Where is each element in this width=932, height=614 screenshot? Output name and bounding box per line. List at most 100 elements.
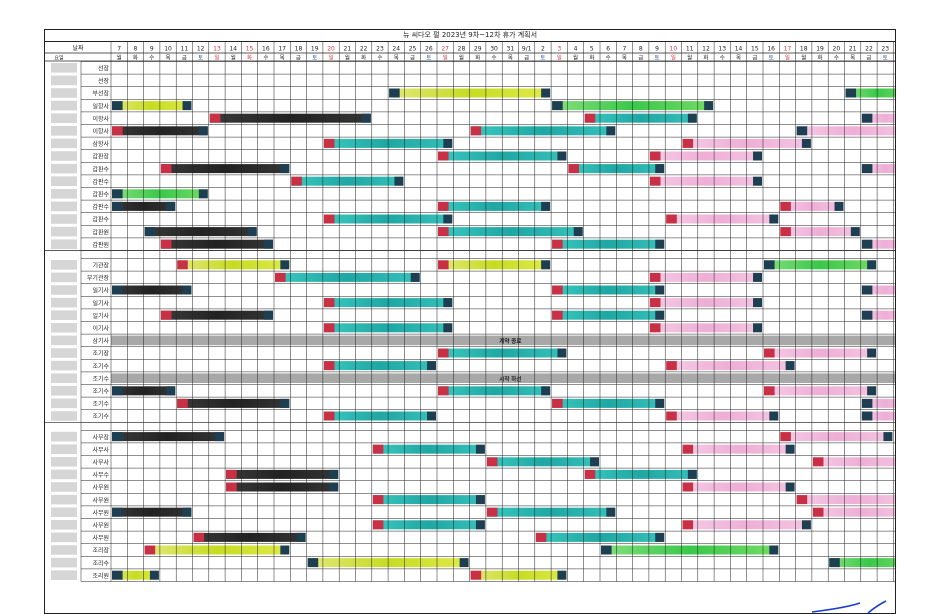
vacation-bar xyxy=(112,570,159,580)
crew-role-label: 조기수 xyxy=(92,400,109,408)
return-marker xyxy=(687,469,697,479)
departure-marker xyxy=(323,323,335,333)
return-marker xyxy=(541,260,551,270)
status-band xyxy=(111,373,895,383)
vacation-bar xyxy=(438,227,583,237)
schedule-grid: 날짜요일7월8화9수10목11금12토13일14월15화16수17목18금19토… xyxy=(45,42,895,582)
redacted-name-block xyxy=(51,386,77,396)
date-header-cell: 9 xyxy=(150,46,154,53)
weekday-header-cell: 월 xyxy=(231,54,236,62)
return-marker xyxy=(785,482,795,492)
date-header-cell: 29 xyxy=(474,46,482,53)
vacation-bar xyxy=(372,444,485,454)
departure-marker xyxy=(649,323,661,333)
departure-marker xyxy=(372,495,384,505)
date-header-cell: 23 xyxy=(881,46,889,53)
return-marker xyxy=(557,348,567,358)
crew-role-label: 조기수 xyxy=(92,362,109,370)
return-marker xyxy=(166,386,176,396)
date-header-cell: 6 xyxy=(606,46,610,53)
crew-role-label: 삼기사 xyxy=(92,337,109,345)
weekday-header-cell: 수 xyxy=(834,55,839,62)
date-header-cell: 30 xyxy=(490,46,498,53)
date-header-cell: 4 xyxy=(574,46,578,53)
weekday-header-cell: 월 xyxy=(459,54,464,62)
date-header-cell: 9 xyxy=(655,46,659,53)
crew-role-label: 기관장 xyxy=(92,262,109,270)
crew-role-label: 선장 xyxy=(98,77,110,85)
return-marker xyxy=(280,545,290,555)
crew-role-label: 사무사 xyxy=(92,459,109,467)
crew-role-label: 조기수 xyxy=(92,375,109,383)
departure-marker xyxy=(666,361,677,371)
date-header-cell: 10 xyxy=(164,46,172,53)
vacation-bar xyxy=(112,285,192,295)
return-marker xyxy=(834,201,844,211)
redacted-name-block xyxy=(51,226,77,237)
departure-marker xyxy=(226,482,237,492)
departure-marker xyxy=(112,507,123,517)
return-marker xyxy=(443,298,453,308)
crew-role-label: 사무수 xyxy=(92,471,109,479)
return-marker xyxy=(166,201,176,211)
redacted-name-block xyxy=(51,63,77,73)
return-marker xyxy=(655,310,665,320)
weekday-header-cell: 수 xyxy=(720,55,725,62)
departure-marker xyxy=(764,260,775,270)
weekday-header-cell: 수 xyxy=(606,55,611,62)
weekday-header-cell: 월 xyxy=(687,54,692,62)
date-header-cell: 21 xyxy=(344,46,352,53)
vacation-bar xyxy=(861,113,895,123)
date-header-cell: 16 xyxy=(767,46,775,53)
date-header-cell: 15 xyxy=(751,46,759,53)
departure-marker xyxy=(764,386,775,396)
crew-role-label: 조기수 xyxy=(92,413,109,421)
departure-marker xyxy=(552,398,563,408)
departure-marker xyxy=(372,520,384,530)
return-marker xyxy=(394,176,404,186)
departure-marker xyxy=(552,239,563,249)
crew-role-label: 갑판수 xyxy=(92,178,109,186)
weekday-header-cell: 목 xyxy=(508,55,513,62)
redacted-name-block xyxy=(51,323,77,333)
date-header-cell: 19 xyxy=(816,46,824,53)
departure-marker xyxy=(780,432,791,442)
vacation-bar xyxy=(584,469,697,479)
return-marker xyxy=(753,323,762,333)
weekday-header-cell: 토 xyxy=(769,55,774,62)
vacation-bar xyxy=(112,101,192,111)
vacation-bar xyxy=(796,126,895,136)
weekday-header-cell: 화 xyxy=(133,55,138,62)
vacation-bar xyxy=(486,457,599,467)
crew-role-label: 갑판수 xyxy=(92,165,109,173)
departure-marker xyxy=(112,201,123,211)
redacted-name-block xyxy=(51,285,77,295)
date-header-cell: 8 xyxy=(639,46,643,53)
departure-marker xyxy=(649,298,661,308)
vacation-bar xyxy=(861,285,895,295)
vacation-bar xyxy=(861,411,895,421)
weekday-header-cell: 일 xyxy=(329,54,334,62)
weekday-header-cell: 목 xyxy=(622,55,627,62)
return-marker xyxy=(264,239,273,249)
departure-marker xyxy=(861,285,873,295)
departure-marker xyxy=(649,272,661,282)
weekday-header-cell: 수 xyxy=(263,55,268,62)
weekday-header-cell: 토 xyxy=(883,55,888,62)
departure-marker xyxy=(112,386,123,396)
date-header-cell: 18 xyxy=(295,46,303,53)
vacation-bar xyxy=(812,457,895,467)
crew-role-label: 일기사 xyxy=(92,287,109,295)
vacation-bar xyxy=(649,323,762,333)
return-marker xyxy=(427,411,436,421)
departure-marker xyxy=(470,126,482,136)
return-marker xyxy=(410,272,420,282)
weekday-header-cell: 목 xyxy=(736,55,741,62)
return-marker xyxy=(247,227,257,237)
date-header-cell: 14 xyxy=(229,46,237,53)
return-marker xyxy=(590,457,599,467)
departure-marker xyxy=(438,151,449,161)
departure-marker xyxy=(112,189,123,199)
return-marker xyxy=(801,520,811,530)
departure-marker xyxy=(323,411,335,421)
